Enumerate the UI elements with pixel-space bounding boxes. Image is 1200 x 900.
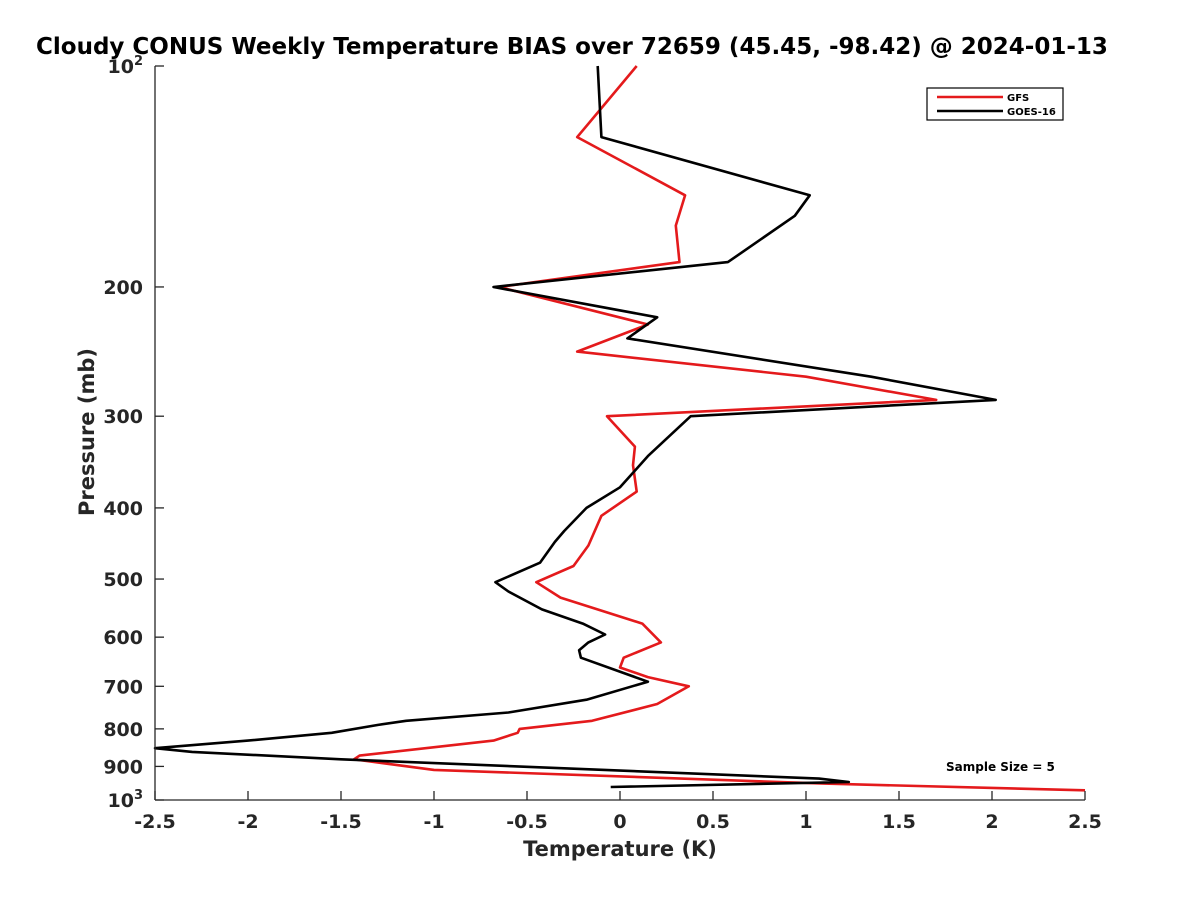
- legend-label-goes16: GOES-16: [1007, 107, 1056, 118]
- x-axis-ticks: -2.5 -2 -1.5 -1 -0.5 0 0.5 1 1.5 2 2.5: [134, 791, 1102, 833]
- series-line-gfs: [352, 65, 1086, 792]
- x-tick-label: 2: [985, 811, 998, 833]
- x-tick-label: 1.5: [882, 811, 916, 833]
- y-axis-label: Pressure (mb): [75, 348, 99, 516]
- x-tick-label: -2: [237, 811, 258, 833]
- chart-title: Cloudy CONUS Weekly Temperature BIAS ove…: [36, 34, 1108, 60]
- legend: GFS GOES-16: [926, 87, 1064, 121]
- x-tick-label: -1: [423, 811, 444, 833]
- x-axis-label: Temperature (K): [523, 837, 717, 861]
- x-tick-label: -0.5: [506, 811, 548, 833]
- y-tick-label: 300: [103, 406, 143, 428]
- x-tick-label: 0: [613, 811, 626, 833]
- y-tick-label: 800: [103, 719, 143, 741]
- x-tick-label: 1: [799, 811, 812, 833]
- legend-label-gfs: GFS: [1007, 93, 1029, 104]
- y-tick-label: 600: [103, 627, 143, 649]
- y-tick-label: 700: [103, 676, 143, 698]
- x-tick-label: -1.5: [320, 811, 362, 833]
- plot-area: -2.5 -2 -1.5 -1 -0.5 0 0.5 1 1.5 2 2.5 1 0 2 200 300 40…: [103, 54, 1102, 833]
- series-layer: [153, 65, 1086, 792]
- y-tick-label: 200: [103, 277, 143, 299]
- x-tick-label: 2.5: [1068, 811, 1102, 833]
- sample-size-annotation: Sample Size = 5: [946, 760, 1055, 774]
- y-tick-label: 400: [103, 498, 143, 520]
- y-tick-label: 500: [103, 569, 143, 591]
- x-tick-label: -2.5: [134, 811, 176, 833]
- y-tick-label: 103: [108, 788, 144, 812]
- x-tick-label: 0.5: [696, 811, 730, 833]
- series-line-goes16: [153, 65, 998, 789]
- y-tick-label: 900: [103, 756, 143, 778]
- legend-box: [926, 87, 1064, 121]
